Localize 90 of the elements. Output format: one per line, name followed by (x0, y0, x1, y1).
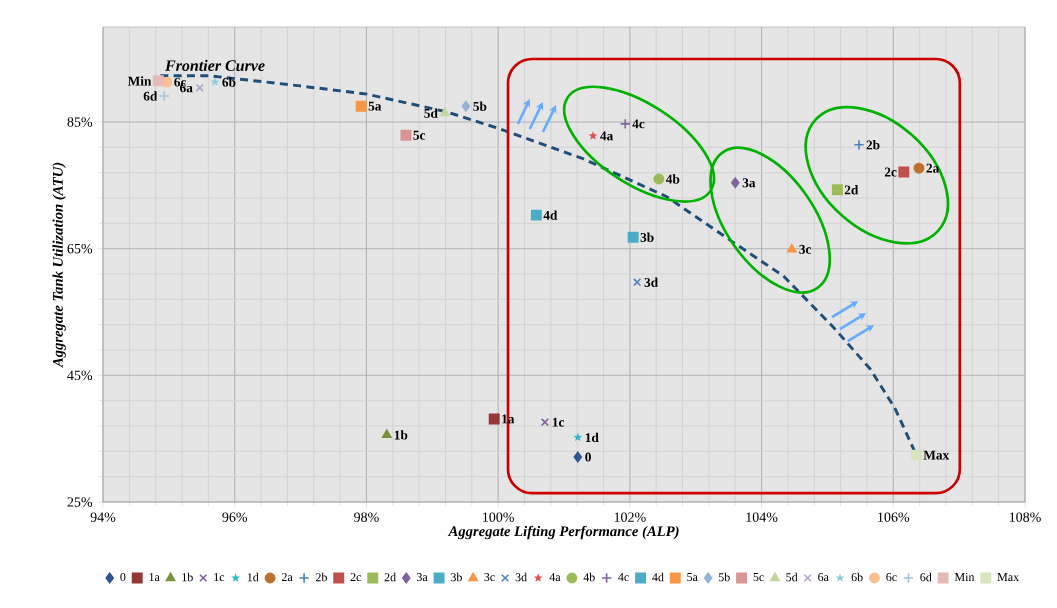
point (488, 413, 500, 425)
text: 6d (143, 91, 158, 101)
x-tick-label: 100% (483, 512, 514, 522)
point (627, 231, 639, 243)
point (910, 449, 922, 461)
x-tick-label: 104% (746, 512, 778, 522)
legend-label: 5a (687, 573, 698, 582)
x-tick-label: 96% (222, 512, 248, 522)
point (573, 451, 583, 463)
legend-label: 3c (484, 573, 495, 582)
text: 1d (585, 432, 599, 443)
text: 5a (368, 101, 382, 111)
point (898, 166, 910, 178)
legend-label: 3d (515, 572, 527, 582)
legend-label: 5d (786, 572, 798, 582)
legend-label: Min (954, 573, 975, 581)
legend-label: 4d (652, 572, 664, 582)
text: 0 (585, 452, 591, 462)
text: 2b (866, 140, 880, 150)
text: 6b (222, 77, 236, 87)
y-tick-label: 85% (67, 117, 93, 127)
legend-label: 2a (281, 573, 293, 582)
point (530, 209, 542, 221)
point (619, 118, 631, 130)
point (588, 131, 598, 140)
legend-label: 6d (920, 572, 932, 582)
text: 1b (394, 430, 408, 440)
point (653, 173, 665, 185)
point (439, 107, 450, 117)
text: 5d (424, 108, 438, 118)
legend-label: 2d (384, 572, 396, 582)
legend-label: 1d (247, 572, 259, 582)
point (831, 184, 843, 196)
legend-label: 3b (450, 572, 462, 582)
legend-label: 5c (753, 573, 764, 582)
text: 3a (742, 178, 756, 188)
text: 5c (413, 130, 426, 140)
text: 2d (844, 185, 859, 195)
x-tick-label: 98% (354, 512, 379, 522)
legend-label: 5b (718, 572, 730, 582)
text: 5b (473, 101, 487, 111)
legend-label: 4c (618, 573, 629, 582)
legend-label: 1c (214, 573, 225, 582)
text: 4b (665, 174, 680, 184)
legend-label: 6b (851, 572, 863, 582)
y-tick-label: 25% (67, 497, 93, 507)
x-tick-label: 94% (90, 512, 116, 522)
point (400, 129, 412, 141)
point (573, 432, 583, 442)
legend-label: 0 (120, 573, 126, 582)
text: 3d (644, 277, 658, 287)
x-tick-label: 106% (878, 512, 910, 522)
text: 3b (640, 232, 654, 242)
legend-label: 4b (583, 572, 595, 582)
x-tick-label: 108% (1009, 512, 1041, 522)
point (195, 83, 204, 92)
text: 4c (632, 119, 645, 129)
legend-label: 4a (549, 573, 561, 582)
point (633, 278, 642, 287)
point (853, 139, 865, 151)
legend-label: 2c (350, 573, 362, 582)
point (152, 75, 164, 87)
text: Min (127, 76, 152, 86)
legend-label: 1b (182, 572, 193, 582)
y-axis-title: Aggregate Tank Utilization (ATU) (52, 162, 66, 368)
legend-label: 2b (315, 572, 327, 582)
legend-label: 6c (886, 573, 897, 582)
series-label: Frontier Curve (164, 59, 265, 72)
point (913, 162, 925, 174)
point (461, 100, 471, 112)
y-tick-label: 65% (67, 243, 93, 254)
point (730, 177, 740, 189)
legend-label: 6a (818, 573, 829, 582)
text: 3c (799, 244, 812, 254)
y-tick-label: 45% (67, 370, 93, 381)
legend-label: Max (997, 573, 1019, 582)
point (787, 243, 797, 253)
point (540, 418, 550, 427)
point (158, 90, 170, 102)
legend-label: 3a (416, 573, 428, 582)
point (382, 429, 392, 438)
text: 4a (600, 131, 614, 141)
text: Max (923, 450, 950, 460)
text: 1c (552, 417, 565, 427)
x-tick-label: 102% (614, 512, 646, 522)
point (355, 100, 367, 112)
text: 2c (884, 167, 897, 177)
legend-label: 1a (149, 573, 160, 582)
text: 4d (543, 210, 558, 220)
x-axis-title: Aggregate Lifting Performance (ALP) (447, 525, 679, 540)
